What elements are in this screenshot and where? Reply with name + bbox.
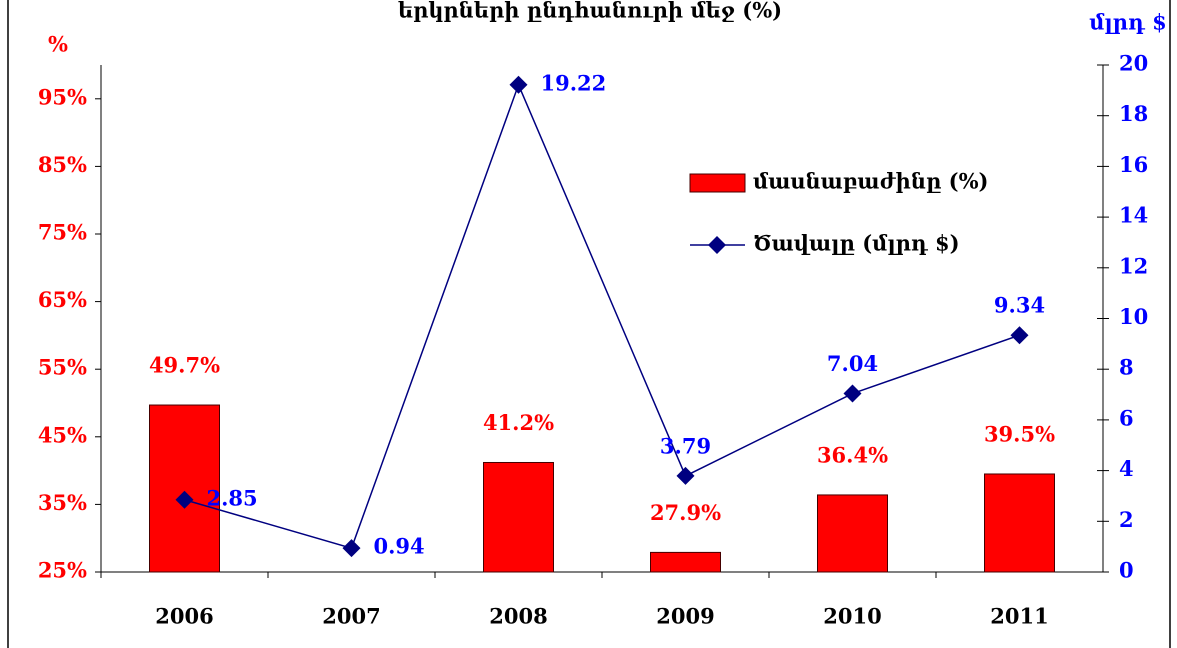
x-tick-label: 2008 — [489, 604, 547, 629]
x-tick-label: 2007 — [322, 604, 380, 629]
line-marker — [843, 384, 862, 403]
bar-value-label: 39.5% — [984, 421, 1055, 446]
line-marker — [509, 75, 528, 94]
y2-tick-label: 4 — [1119, 456, 1134, 481]
line-marker — [342, 539, 361, 558]
x-tick-label: 2009 — [656, 604, 714, 629]
y2-tick-label: 0 — [1119, 558, 1134, 583]
y-tick-label: 65% — [38, 287, 87, 312]
y-tick-label: 35% — [38, 490, 87, 515]
line-value-label: 19.22 — [541, 70, 607, 95]
line-marker — [1010, 326, 1029, 345]
y-tick-label: 45% — [38, 422, 87, 447]
x-tick-label: 2010 — [823, 604, 881, 629]
y-tick-label: 75% — [38, 220, 87, 245]
line-value-label: 9.34 — [994, 293, 1045, 318]
y2-tick-label: 8 — [1119, 355, 1134, 380]
y-tick-label: 95% — [38, 84, 87, 109]
legend-label: մասնաբաժինը (%) — [753, 169, 989, 194]
y-tick-label: 25% — [38, 558, 87, 583]
line-value-label: 2.85 — [207, 485, 258, 510]
y-tick-label: 85% — [38, 152, 87, 177]
chart-title: երկրների ընդհանուրի մեջ (%) — [398, 0, 782, 23]
legend-swatch — [689, 173, 746, 193]
y-axis-label: % — [48, 32, 68, 57]
legend-label: Ծավալը (մլրդ $) — [753, 231, 960, 256]
bar — [483, 461, 554, 573]
line-marker — [676, 466, 695, 485]
y2-tick-label: 20 — [1119, 51, 1148, 76]
bar-value-label: 49.7% — [149, 353, 220, 378]
bar — [650, 551, 721, 573]
bar — [149, 404, 220, 573]
y2-axis-label: մլրդ $ — [1089, 10, 1167, 35]
y2-tick-label: 12 — [1119, 253, 1148, 278]
line-value-label: 3.79 — [660, 433, 711, 458]
x-tick-label: 2011 — [990, 604, 1048, 629]
bar — [817, 494, 888, 573]
y2-tick-label: 10 — [1119, 304, 1148, 329]
y2-tick-label: 14 — [1119, 203, 1148, 228]
y2-tick-label: 16 — [1119, 152, 1148, 177]
y-tick-label: 55% — [38, 355, 87, 380]
bar-value-label: 41.2% — [483, 410, 554, 435]
legend-marker — [708, 236, 726, 254]
bar — [984, 473, 1055, 573]
line — [184, 82, 1020, 550]
y2-tick-label: 6 — [1119, 405, 1134, 430]
y2-tick-label: 18 — [1119, 101, 1148, 126]
x-tick-label: 2006 — [155, 604, 213, 629]
line-value-label: 7.04 — [827, 351, 878, 376]
bar-value-label: 36.4% — [817, 442, 888, 467]
line-marker — [175, 490, 194, 509]
y2-tick-label: 2 — [1119, 507, 1134, 532]
line-value-label: 0.94 — [374, 534, 425, 559]
bar-value-label: 27.9% — [650, 500, 721, 525]
